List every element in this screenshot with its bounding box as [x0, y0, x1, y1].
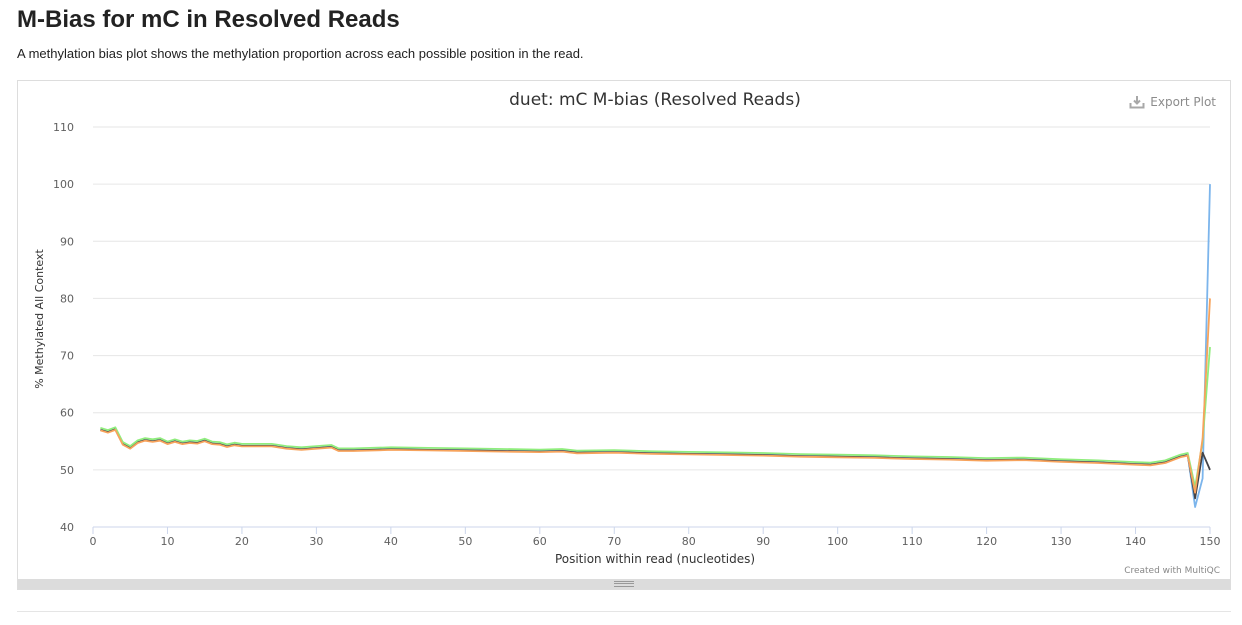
x-tick-label: 50 [458, 535, 472, 548]
mbias-chart: duet: mC M-bias (Resolved Reads) 40 50 60 7… [33, 90, 1221, 566]
y-tick-label: 70 [60, 350, 74, 363]
x-axis-label: Position within read (nucleotides) [555, 552, 755, 566]
export-plot-button[interactable]: Export Plot [1129, 95, 1216, 109]
y-tick-label: 110 [53, 121, 74, 134]
x-tick-label: 20 [235, 535, 249, 548]
y-tick-label: 60 [60, 407, 74, 420]
x-tick-label: 120 [976, 535, 997, 548]
series-line-4[interactable] [100, 298, 1211, 494]
y-tick-label: 90 [60, 235, 74, 248]
x-tick-label: 60 [533, 535, 547, 548]
chart-title: duet: mC M-bias (Resolved Reads) [509, 90, 801, 110]
plot-resize-handle[interactable] [18, 579, 1230, 589]
series-line-3[interactable] [100, 346, 1211, 488]
page-description: A methylation bias plot shows the methyl… [17, 46, 584, 61]
series-line-2[interactable] [100, 428, 1211, 500]
x-tick-label: 40 [384, 535, 398, 548]
export-plot-label: Export Plot [1150, 95, 1216, 109]
resize-grip-icon [614, 581, 634, 587]
x-tick-label: 150 [1200, 535, 1221, 548]
y-axis-label: % Methylated All Context [33, 249, 46, 389]
x-tick-label: 140 [1125, 535, 1146, 548]
plot-panel: Export Plot duet: mC M-bias (Resolved Re… [17, 80, 1231, 590]
x-tick-label: 0 [90, 535, 97, 548]
page-title: M-Bias for mC in Resolved Reads [17, 6, 400, 33]
y-tick-label: 40 [60, 521, 74, 534]
download-icon [1129, 96, 1145, 109]
x-tick-label: 90 [756, 535, 770, 548]
multiqc-credit: Created with MultiQC [1124, 566, 1220, 576]
x-tick-label: 110 [902, 535, 923, 548]
x-tick-label: 10 [160, 535, 174, 548]
y-tick-label: 100 [53, 178, 74, 191]
x-tick-label: 30 [309, 535, 323, 548]
y-tick-label: 50 [60, 464, 74, 477]
x-tick-label: 100 [827, 535, 848, 548]
y-tick-label: 80 [60, 292, 74, 305]
x-tick-label: 130 [1051, 535, 1072, 548]
section-divider [17, 611, 1231, 612]
x-tick-label: 70 [607, 535, 621, 548]
x-tick-label: 80 [682, 535, 696, 548]
